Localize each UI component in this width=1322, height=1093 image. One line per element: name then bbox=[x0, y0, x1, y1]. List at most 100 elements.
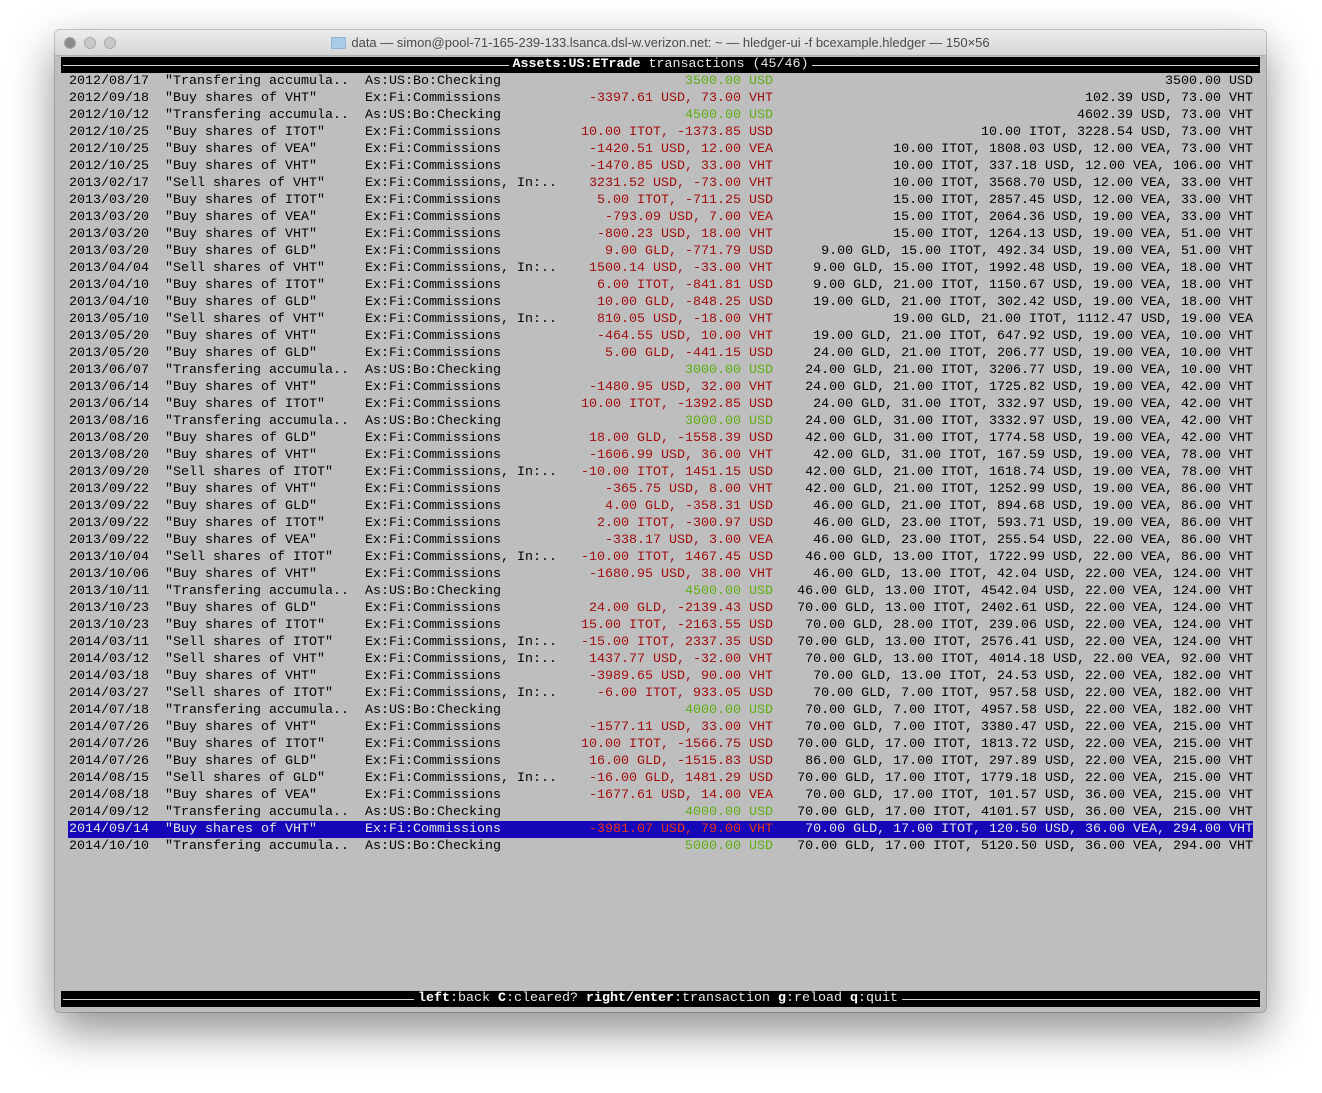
account-cell: As:US:Bo:Checking bbox=[365, 108, 501, 123]
table-row[interactable]: 2013/06/07 "Transfering accumula.. As:US:B… bbox=[61, 362, 1260, 379]
table-row[interactable]: 2014/07/26 "Buy shares of GLD" Ex:Fi:Commi… bbox=[61, 753, 1260, 770]
amount-cell: 10.00 ITOT, -1566.75 USD bbox=[581, 737, 773, 752]
table-row[interactable]: 2014/03/18 "Buy shares of VHT" Ex:Fi:Commi… bbox=[61, 668, 1260, 685]
table-row[interactable]: 2014/09/12 "Transfering accumula.. As:US:B… bbox=[61, 804, 1260, 821]
table-row[interactable]: 2012/10/25 "Buy shares of VHT" Ex:Fi:Commi… bbox=[61, 158, 1260, 175]
table-row[interactable]: 2013/05/10 "Sell shares of VHT" Ex:Fi:Comm… bbox=[61, 311, 1260, 328]
account-cell: Ex:Fi:Commissions bbox=[365, 720, 501, 735]
table-row[interactable]: 2014/03/27 "Sell shares of ITOT" Ex:Fi:Com… bbox=[61, 685, 1260, 702]
balance-cell: 10.00 ITOT, 3568.70 USD, 12.00 VEA, 33.0… bbox=[893, 176, 1253, 191]
table-row[interactable]: 2012/10/25 "Buy shares of VEA" Ex:Fi:Commi… bbox=[61, 141, 1260, 158]
table-row[interactable]: 2012/09/18 "Buy shares of VHT" Ex:Fi:Commi… bbox=[61, 90, 1260, 107]
balance-cell: 46.00 GLD, 13.00 ITOT, 42.04 USD, 22.00 … bbox=[813, 567, 1253, 582]
table-row[interactable]: 2013/08/20 "Buy shares of GLD" Ex:Fi:Commi… bbox=[61, 430, 1260, 447]
balance-cell: 10.00 ITOT, 3228.54 USD, 73.00 VHT bbox=[981, 125, 1253, 140]
account-cell: Ex:Fi:Commissions bbox=[365, 329, 501, 344]
transaction-list[interactable]: 2012/08/17 "Transfering accumula.. As:US:B… bbox=[61, 73, 1260, 855]
table-row[interactable]: 2014/03/12 "Sell shares of VHT" Ex:Fi:Comm… bbox=[61, 651, 1260, 668]
table-row[interactable]: 2014/10/10 "Transfering accumula.. As:US:B… bbox=[61, 838, 1260, 855]
table-row[interactable]: 2013/03/20 "Buy shares of GLD" Ex:Fi:Commi… bbox=[61, 243, 1260, 260]
balance-cell: 70.00 GLD, 13.00 ITOT, 2402.61 USD, 22.0… bbox=[797, 601, 1253, 616]
key-action: :cleared? bbox=[506, 991, 586, 1006]
close-button[interactable] bbox=[64, 37, 76, 49]
account-cell: Ex:Fi:Commissions bbox=[365, 125, 501, 140]
terminal-window: data — simon@pool-71-165-239-133.lsanca.… bbox=[55, 30, 1266, 1012]
description-cell: "Buy shares of VEA" bbox=[165, 788, 317, 803]
table-row[interactable]: 2014/08/18 "Buy shares of VEA" Ex:Fi:Commi… bbox=[61, 787, 1260, 804]
date-cell: 2013/09/22 bbox=[69, 533, 149, 548]
balance-cell: 70.00 GLD, 17.00 ITOT, 5120.50 USD, 36.0… bbox=[797, 839, 1253, 854]
description-cell: "Buy shares of VHT" bbox=[165, 567, 317, 582]
table-row[interactable]: 2014/03/11 "Sell shares of ITOT" Ex:Fi:Com… bbox=[61, 634, 1260, 651]
table-row-selected[interactable]: 2014/09/14 "Buy shares of VHT" Ex:Fi:Commi… bbox=[68, 821, 1253, 838]
zoom-button[interactable] bbox=[104, 37, 116, 49]
amount-cell: 10.00 ITOT, -1392.85 USD bbox=[581, 397, 773, 412]
amount-cell: 5000.00 USD bbox=[685, 839, 773, 854]
account-cell: Ex:Fi:Commissions bbox=[365, 533, 501, 548]
table-row[interactable]: 2013/10/06 "Buy shares of VHT" Ex:Fi:Commi… bbox=[61, 566, 1260, 583]
balance-cell: 24.00 GLD, 21.00 ITOT, 1725.82 USD, 19.0… bbox=[805, 380, 1253, 395]
description-cell: "Buy shares of ITOT" bbox=[165, 516, 325, 531]
table-row[interactable]: 2014/07/26 "Buy shares of VHT" Ex:Fi:Commi… bbox=[61, 719, 1260, 736]
description-cell: "Buy shares of VHT" bbox=[165, 482, 317, 497]
account-cell: As:US:Bo:Checking bbox=[365, 839, 501, 854]
table-row[interactable]: 2013/02/17 "Sell shares of VHT" Ex:Fi:Comm… bbox=[61, 175, 1260, 192]
table-row[interactable]: 2013/03/20 "Buy shares of VEA" Ex:Fi:Commi… bbox=[61, 209, 1260, 226]
screen-header: Assets:US:ETrade transactions (45/46) bbox=[61, 57, 1260, 73]
table-row[interactable]: 2013/06/14 "Buy shares of ITOT" Ex:Fi:Comm… bbox=[61, 396, 1260, 413]
description-cell: "Buy shares of VHT" bbox=[165, 159, 317, 174]
table-row[interactable]: 2013/09/20 "Sell shares of ITOT" Ex:Fi:Com… bbox=[61, 464, 1260, 481]
key-action: :reload bbox=[785, 991, 850, 1006]
description-cell: "Buy shares of GLD" bbox=[165, 431, 317, 446]
table-row[interactable]: 2013/09/22 "Buy shares of GLD" Ex:Fi:Commi… bbox=[61, 498, 1260, 515]
account-cell: As:US:Bo:Checking bbox=[365, 363, 501, 378]
table-row[interactable]: 2013/04/10 "Buy shares of GLD" Ex:Fi:Commi… bbox=[61, 294, 1260, 311]
table-row[interactable]: 2013/10/11 "Transfering accumula.. As:US:B… bbox=[61, 583, 1260, 600]
table-row[interactable]: 2013/03/20 "Buy shares of ITOT" Ex:Fi:Comm… bbox=[61, 192, 1260, 209]
table-row[interactable]: 2012/10/25 "Buy shares of ITOT" Ex:Fi:Comm… bbox=[61, 124, 1260, 141]
table-row[interactable]: 2014/07/26 "Buy shares of ITOT" Ex:Fi:Comm… bbox=[61, 736, 1260, 753]
description-cell: "Buy shares of VHT" bbox=[165, 822, 317, 837]
table-row[interactable]: 2013/05/20 "Buy shares of GLD" Ex:Fi:Commi… bbox=[61, 345, 1260, 362]
table-row[interactable]: 2012/10/12 "Transfering accumula.. As:US:B… bbox=[61, 107, 1260, 124]
balance-cell: 70.00 GLD, 17.00 ITOT, 101.57 USD, 36.00… bbox=[805, 788, 1253, 803]
table-row[interactable]: 2013/08/16 "Transfering accumula.. As:US:B… bbox=[61, 413, 1260, 430]
balance-cell: 24.00 GLD, 21.00 ITOT, 206.77 USD, 19.00… bbox=[813, 346, 1253, 361]
table-row[interactable]: 2013/10/23 "Buy shares of ITOT" Ex:Fi:Comm… bbox=[61, 617, 1260, 634]
amount-cell: 1437.77 USD, -32.00 VHT bbox=[589, 652, 773, 667]
balance-cell: 19.00 GLD, 21.00 ITOT, 647.92 USD, 19.00… bbox=[813, 329, 1253, 344]
account-cell: Ex:Fi:Commissions bbox=[365, 244, 501, 259]
date-cell: 2013/10/04 bbox=[69, 550, 149, 565]
table-row[interactable]: 2013/09/22 "Buy shares of ITOT" Ex:Fi:Comm… bbox=[61, 515, 1260, 532]
minimize-button[interactable] bbox=[84, 37, 96, 49]
table-row[interactable]: 2012/08/17 "Transfering accumula.. As:US:B… bbox=[61, 73, 1260, 90]
table-row[interactable]: 2014/08/15 "Sell shares of GLD" Ex:Fi:Comm… bbox=[61, 770, 1260, 787]
table-row[interactable]: 2013/06/14 "Buy shares of VHT" Ex:Fi:Commi… bbox=[61, 379, 1260, 396]
account-cell: Ex:Fi:Commissions, In:.. bbox=[365, 771, 557, 786]
table-row[interactable]: 2013/03/20 "Buy shares of VHT" Ex:Fi:Commi… bbox=[61, 226, 1260, 243]
key-name: right/enter bbox=[585, 991, 674, 1006]
amount-cell: -10.00 ITOT, 1467.45 USD bbox=[581, 550, 773, 565]
account-cell: Ex:Fi:Commissions, In:.. bbox=[365, 465, 557, 480]
date-cell: 2012/09/18 bbox=[69, 91, 149, 106]
balance-cell: 19.00 GLD, 21.00 ITOT, 302.42 USD, 19.00… bbox=[813, 295, 1253, 310]
window-title: data — simon@pool-71-165-239-133.lsanca.… bbox=[55, 35, 1266, 50]
account-cell: Ex:Fi:Commissions, In:.. bbox=[365, 176, 557, 191]
table-row[interactable]: 2013/10/23 "Buy shares of GLD" Ex:Fi:Commi… bbox=[61, 600, 1260, 617]
table-row[interactable]: 2013/09/22 "Buy shares of VHT" Ex:Fi:Commi… bbox=[61, 481, 1260, 498]
date-cell: 2013/04/10 bbox=[69, 278, 149, 293]
account-cell: Ex:Fi:Commissions bbox=[365, 618, 501, 633]
table-row[interactable]: 2013/05/20 "Buy shares of VHT" Ex:Fi:Commi… bbox=[61, 328, 1260, 345]
table-row[interactable]: 2013/08/20 "Buy shares of VHT" Ex:Fi:Commi… bbox=[61, 447, 1260, 464]
amount-cell: 10.00 GLD, -848.25 USD bbox=[597, 295, 773, 310]
table-row[interactable]: 2013/04/04 "Sell shares of VHT" Ex:Fi:Comm… bbox=[61, 260, 1260, 277]
account-cell: Ex:Fi:Commissions, In:.. bbox=[365, 635, 557, 650]
account-cell: Ex:Fi:Commissions bbox=[365, 397, 501, 412]
table-row[interactable]: 2013/10/04 "Sell shares of ITOT" Ex:Fi:Com… bbox=[61, 549, 1260, 566]
amount-cell: -1480.95 USD, 32.00 VHT bbox=[589, 380, 773, 395]
amount-cell: 4000.00 USD bbox=[685, 805, 773, 820]
date-cell: 2013/06/14 bbox=[69, 397, 149, 412]
table-row[interactable]: 2013/04/10 "Buy shares of ITOT" Ex:Fi:Comm… bbox=[61, 277, 1260, 294]
table-row[interactable]: 2013/09/22 "Buy shares of VEA" Ex:Fi:Commi… bbox=[61, 532, 1260, 549]
table-row[interactable]: 2014/07/18 "Transfering accumula.. As:US:B… bbox=[61, 702, 1260, 719]
